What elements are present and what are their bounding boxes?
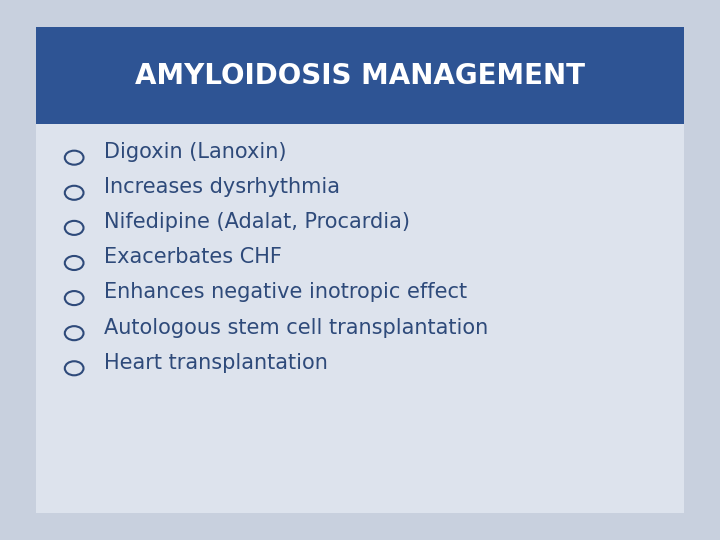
FancyBboxPatch shape	[36, 27, 684, 124]
Text: Nifedipine (Adalat, Procardia): Nifedipine (Adalat, Procardia)	[104, 212, 410, 232]
FancyBboxPatch shape	[36, 27, 684, 513]
Text: Heart transplantation: Heart transplantation	[104, 353, 328, 373]
Text: AMYLOIDOSIS MANAGEMENT: AMYLOIDOSIS MANAGEMENT	[135, 62, 585, 90]
Text: Increases dysrhythmia: Increases dysrhythmia	[104, 177, 341, 197]
Text: Enhances negative inotropic effect: Enhances negative inotropic effect	[104, 282, 467, 302]
Text: Digoxin (Lanoxin): Digoxin (Lanoxin)	[104, 142, 287, 162]
Text: Autologous stem cell transplantation: Autologous stem cell transplantation	[104, 318, 489, 338]
Text: Exacerbates CHF: Exacerbates CHF	[104, 247, 282, 267]
